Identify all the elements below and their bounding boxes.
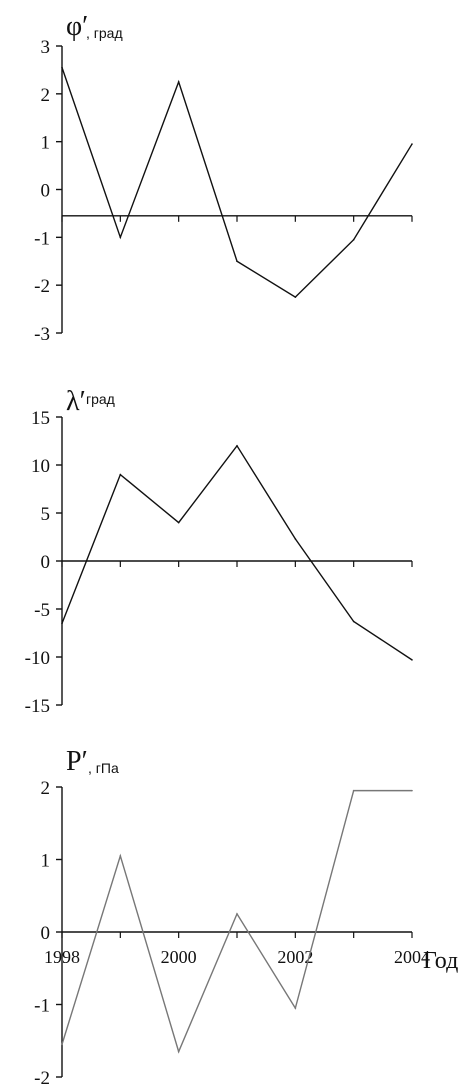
- data-point: [61, 1043, 63, 1046]
- data-point: [236, 913, 238, 915]
- data-point: [411, 789, 413, 792]
- phi-axis-title: φ′: [66, 11, 88, 42]
- y-tick-label: 3: [41, 37, 51, 58]
- lambda-axis-unit: град: [86, 391, 115, 407]
- data-point: [352, 238, 355, 241]
- y-tick-label: 2: [41, 778, 51, 799]
- y-tick-label: 15: [31, 408, 50, 429]
- x-tick-label: 2004: [394, 947, 430, 967]
- y-tick-label: 1: [41, 133, 51, 154]
- data-point: [294, 538, 297, 540]
- x-tick-label: 2002: [277, 947, 313, 967]
- panel-pressure: P′ , гПа Год 2 1 0 -1 -2 1998 2000 2002 2004: [34, 746, 458, 1089]
- phi-axis-unit: , град: [86, 25, 123, 41]
- phi-plot: 3 2 1 0 -1 -2 -3: [34, 37, 413, 345]
- y-tick-label: 2: [41, 85, 51, 106]
- data-point: [236, 445, 238, 447]
- pressure-axis-title: P′: [66, 746, 88, 777]
- x-tick-label: 1998: [44, 947, 80, 967]
- data-point: [352, 789, 355, 792]
- y-tick-label: -10: [25, 648, 50, 669]
- y-tick-label: -2: [34, 276, 50, 297]
- y-tick-label: -5: [34, 600, 50, 621]
- panel-lambda: λ′ град 15 10 5 0 -5 -10 -15: [25, 386, 413, 717]
- panel-phi: φ′ , град 3 2 1 0 -1 -2 -3: [34, 11, 413, 345]
- data-point: [294, 1007, 297, 1009]
- y-tick-label: 0: [41, 552, 51, 573]
- series-line: [61, 789, 412, 1054]
- data-point: [119, 855, 122, 857]
- x-axis-title: Год: [423, 948, 458, 974]
- data-point: [177, 1050, 180, 1053]
- data-point: [61, 66, 63, 69]
- y-tick-label: -1: [34, 228, 50, 249]
- y-tick-label: -3: [34, 324, 50, 345]
- data-point: [61, 622, 63, 625]
- data-point: [411, 143, 413, 145]
- y-tick-label: 5: [41, 504, 51, 525]
- data-point: [411, 659, 413, 661]
- y-tick-label: 10: [31, 456, 50, 477]
- x-tick-label: 2000: [161, 947, 197, 967]
- data-point: [119, 473, 122, 476]
- pressure-axis-unit: , гПа: [88, 760, 119, 776]
- pressure-plot: 2 1 0 -1 -2 1998 2000 2002 2004: [34, 778, 430, 1089]
- lambda-axis-title: λ′: [66, 386, 86, 417]
- y-tick-label: -1: [34, 996, 50, 1017]
- y-tick-label: -15: [25, 696, 50, 717]
- data-point: [119, 236, 122, 239]
- series-line: [61, 67, 413, 299]
- data-point: [294, 296, 297, 298]
- y-tick-label: -2: [34, 1068, 50, 1089]
- data-point: [177, 81, 180, 83]
- data-point: [236, 260, 238, 263]
- y-tick-label: 0: [41, 181, 51, 202]
- data-point: [177, 521, 180, 524]
- y-tick-label: 1: [41, 851, 51, 872]
- series-line: [61, 444, 413, 661]
- data-point: [352, 620, 355, 623]
- lambda-plot: 15 10 5 0 -5 -10 -15: [25, 408, 413, 717]
- y-tick-label: 0: [41, 923, 51, 944]
